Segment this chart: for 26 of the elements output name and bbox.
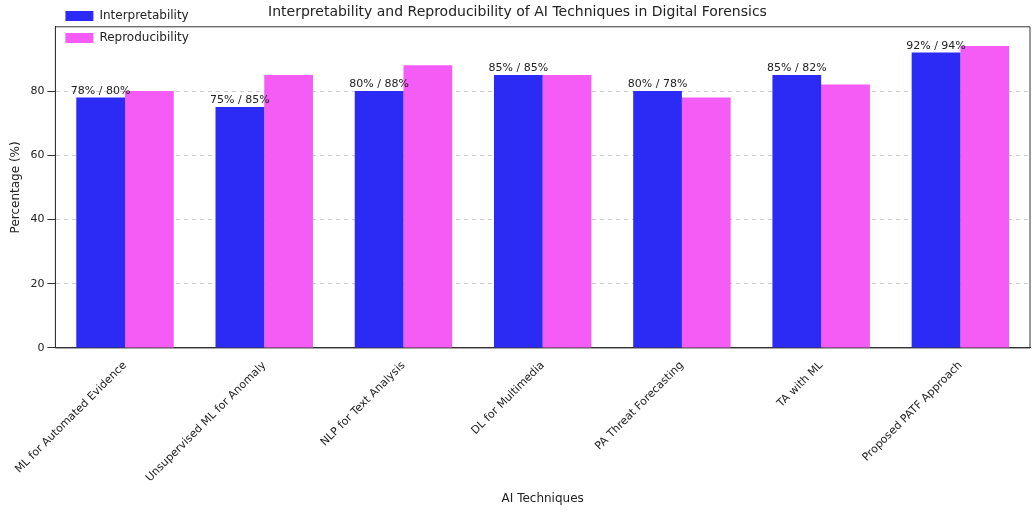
bar — [633, 91, 682, 348]
y-tick-label: 40 — [30, 212, 45, 226]
y-tick-label: 60 — [30, 148, 45, 162]
bar — [681, 97, 731, 348]
bar — [542, 74, 592, 348]
data-label: 85% / 85% — [488, 61, 549, 75]
legend-label: Interpretability — [99, 8, 189, 23]
bar — [821, 84, 870, 348]
bar — [354, 91, 404, 348]
data-label: 78% / 80% — [70, 83, 131, 97]
y-tick-label: 80 — [30, 83, 45, 97]
chart-title: Interpretability and Reproducibility of AI Techniques in Digital Forensics — [268, 3, 767, 20]
x-tick-label: TA with ML — [773, 357, 826, 411]
data-label: 92% / 94% — [906, 38, 966, 52]
bar — [215, 107, 265, 348]
legend-label: Reproducibility — [99, 30, 189, 45]
y-axis-title: Percentage (%) — [8, 141, 23, 234]
y-tick-label: 0 — [37, 340, 45, 354]
bar — [76, 97, 126, 348]
y-tick-label: 20 — [30, 276, 45, 290]
bar — [772, 74, 822, 348]
bar — [911, 52, 961, 348]
x-axis-title: AI Techniques — [501, 490, 584, 505]
data-label: 80% / 78% — [627, 77, 688, 91]
bar — [493, 74, 543, 348]
data-label: 85% / 82% — [766, 61, 827, 75]
